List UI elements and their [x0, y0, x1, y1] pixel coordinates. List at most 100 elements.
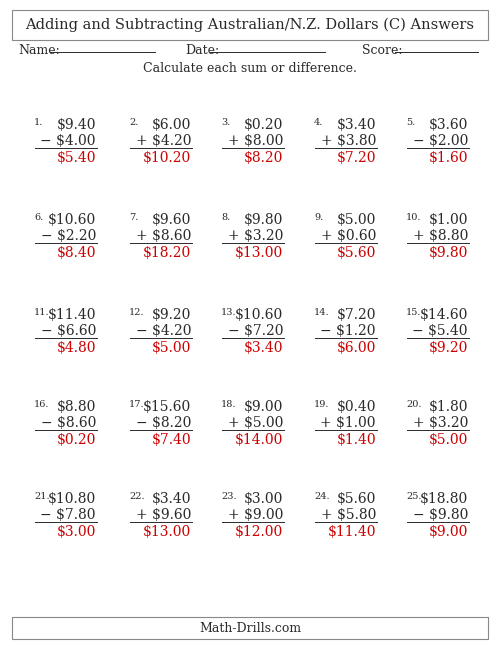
Text: Math-Drills.com: Math-Drills.com — [199, 622, 301, 635]
Text: $3.40: $3.40 — [336, 118, 376, 132]
Text: − $9.80: − $9.80 — [412, 508, 468, 522]
Text: $0.20: $0.20 — [56, 433, 96, 447]
Text: $1.00: $1.00 — [428, 213, 468, 227]
Text: 3.: 3. — [221, 118, 230, 127]
Text: $5.60: $5.60 — [336, 246, 376, 260]
Text: + $5.00: + $5.00 — [228, 416, 283, 430]
Text: 2.: 2. — [129, 118, 138, 127]
Text: − $7.20: − $7.20 — [228, 324, 283, 338]
Text: + $8.80: + $8.80 — [412, 229, 468, 243]
Text: 15.: 15. — [406, 308, 421, 317]
Text: $11.40: $11.40 — [328, 525, 376, 539]
Text: + $8.60: + $8.60 — [136, 229, 191, 243]
Text: $5.00: $5.00 — [152, 341, 191, 355]
Text: + $3.20: + $3.20 — [228, 229, 283, 243]
Text: + $9.00: + $9.00 — [228, 508, 283, 522]
Text: $9.80: $9.80 — [244, 213, 283, 227]
Text: $8.80: $8.80 — [56, 400, 96, 414]
Text: $6.00: $6.00 — [336, 341, 376, 355]
Text: 11.: 11. — [34, 308, 50, 317]
Text: 22.: 22. — [129, 492, 144, 501]
Text: 19.: 19. — [314, 400, 330, 409]
Text: + $3.80: + $3.80 — [320, 134, 376, 148]
Text: + $1.00: + $1.00 — [320, 416, 376, 430]
Text: $7.40: $7.40 — [152, 433, 191, 447]
Text: 6.: 6. — [34, 213, 43, 222]
Text: + $0.60: + $0.60 — [320, 229, 376, 243]
Text: $3.00: $3.00 — [244, 492, 283, 506]
Text: − $4.20: − $4.20 — [136, 324, 191, 338]
Text: $9.00: $9.00 — [244, 400, 283, 414]
Text: + $3.20: + $3.20 — [412, 416, 468, 430]
Text: $7.20: $7.20 — [336, 308, 376, 322]
Text: $15.60: $15.60 — [143, 400, 191, 414]
Text: − $5.40: − $5.40 — [412, 324, 468, 338]
Text: 1.: 1. — [34, 118, 43, 127]
Text: 12.: 12. — [129, 308, 144, 317]
Text: + $4.20: + $4.20 — [136, 134, 191, 148]
Bar — [12, 617, 488, 639]
Text: $9.00: $9.00 — [428, 525, 468, 539]
Text: $0.40: $0.40 — [336, 400, 376, 414]
Text: $5.40: $5.40 — [56, 151, 96, 165]
Text: − $4.00: − $4.00 — [40, 134, 96, 148]
Text: $9.60: $9.60 — [152, 213, 191, 227]
Text: $9.20: $9.20 — [152, 308, 191, 322]
Text: $3.00: $3.00 — [56, 525, 96, 539]
Text: 7.: 7. — [129, 213, 138, 222]
Text: $13.00: $13.00 — [143, 525, 191, 539]
Text: 23.: 23. — [221, 492, 236, 501]
Text: $8.40: $8.40 — [56, 246, 96, 260]
Text: + $9.60: + $9.60 — [136, 508, 191, 522]
Text: Score:: Score: — [362, 43, 403, 56]
Text: $11.40: $11.40 — [48, 308, 96, 322]
Text: $3.60: $3.60 — [428, 118, 468, 132]
Text: $5.00: $5.00 — [336, 213, 376, 227]
Text: $10.80: $10.80 — [48, 492, 96, 506]
Text: − $6.60: − $6.60 — [40, 324, 96, 338]
Bar — [12, 10, 488, 40]
Text: $3.40: $3.40 — [244, 341, 283, 355]
Text: Adding and Subtracting Australian/N.Z. Dollars (C) Answers: Adding and Subtracting Australian/N.Z. D… — [26, 18, 474, 32]
Text: − $2.00: − $2.00 — [412, 134, 468, 148]
Text: 24.: 24. — [314, 492, 330, 501]
Text: 14.: 14. — [314, 308, 330, 317]
Text: $10.60: $10.60 — [48, 213, 96, 227]
Text: $14.00: $14.00 — [234, 433, 283, 447]
Text: Name:: Name: — [18, 43, 60, 56]
Text: 17.: 17. — [129, 400, 144, 409]
Text: $1.60: $1.60 — [428, 151, 468, 165]
Text: 21.: 21. — [34, 492, 50, 501]
Text: $1.80: $1.80 — [428, 400, 468, 414]
Text: $13.00: $13.00 — [235, 246, 283, 260]
Text: $1.40: $1.40 — [336, 433, 376, 447]
Text: Calculate each sum or difference.: Calculate each sum or difference. — [143, 61, 357, 74]
Text: $3.40: $3.40 — [152, 492, 191, 506]
Text: − $8.20: − $8.20 — [136, 416, 191, 430]
Text: 4.: 4. — [314, 118, 324, 127]
Text: 13.: 13. — [221, 308, 236, 317]
Text: 20.: 20. — [406, 400, 421, 409]
Text: 25.: 25. — [406, 492, 421, 501]
Text: $0.20: $0.20 — [244, 118, 283, 132]
Text: Date:: Date: — [185, 43, 219, 56]
Text: 8.: 8. — [221, 213, 230, 222]
Text: $10.60: $10.60 — [235, 308, 283, 322]
Text: $10.20: $10.20 — [143, 151, 191, 165]
Text: $9.40: $9.40 — [56, 118, 96, 132]
Text: 10.: 10. — [406, 213, 421, 222]
Text: − $2.20: − $2.20 — [40, 229, 96, 243]
Text: $9.80: $9.80 — [428, 246, 468, 260]
Text: 18.: 18. — [221, 400, 236, 409]
Text: − $1.20: − $1.20 — [320, 324, 376, 338]
Text: $14.60: $14.60 — [420, 308, 468, 322]
Text: $5.60: $5.60 — [336, 492, 376, 506]
Text: 5.: 5. — [406, 118, 415, 127]
Text: $18.80: $18.80 — [420, 492, 468, 506]
Text: 16.: 16. — [34, 400, 50, 409]
Text: $4.80: $4.80 — [56, 341, 96, 355]
Text: − $7.80: − $7.80 — [40, 508, 96, 522]
Text: $6.00: $6.00 — [152, 118, 191, 132]
Text: $9.20: $9.20 — [428, 341, 468, 355]
Text: + $5.80: + $5.80 — [320, 508, 376, 522]
